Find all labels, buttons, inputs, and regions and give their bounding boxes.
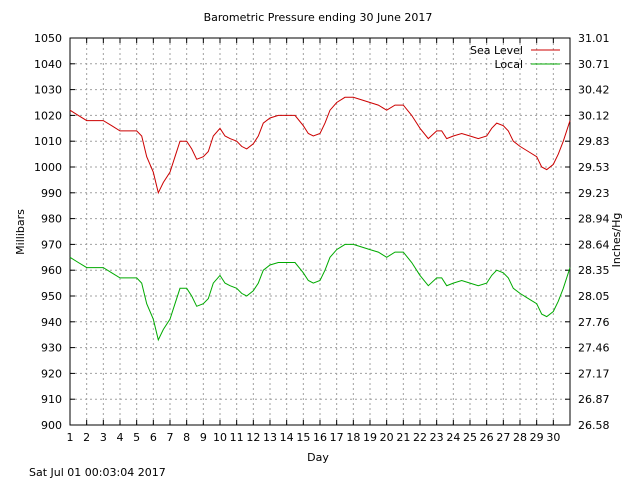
y-tick-label: 1030 [34, 84, 62, 97]
grid [70, 38, 570, 425]
x-tick-labels: 1 2 3 4 5 6 7 8 9 10 11 12 13 14 15 16 17 18 19 20 21 22 23 24 2… [67, 431, 561, 444]
x-tick-label: 5 [133, 431, 140, 444]
series-lines [69, 96, 571, 342]
x-tick-label: 15 [296, 431, 310, 444]
x-tick-label: 27 [496, 431, 510, 444]
x-tick-label: 11 [230, 431, 244, 444]
legend-label: Sea Level [470, 44, 523, 57]
x-tick-label: 17 [330, 431, 344, 444]
y-tick-label: 980 [41, 213, 62, 226]
y-tick-labels: 900 910 920 930 940 950 960 970 980 990 1000 1010 10… [34, 32, 62, 432]
y-tick-label: 900 [41, 419, 62, 432]
x-tick-label: 29 [530, 431, 544, 444]
x-tick-label: 2 [83, 431, 90, 444]
x-tick-label: 16 [313, 431, 327, 444]
x-tick-label: 24 [446, 431, 460, 444]
y2-tick-label: 29.83 [578, 135, 610, 148]
x-tick-label: 1 [67, 431, 74, 444]
y2-tick-label: 29.23 [578, 187, 610, 200]
chart-title: Barometric Pressure ending 30 June 2017 [204, 11, 433, 24]
x-tick-label: 7 [167, 431, 174, 444]
y2-tick-label: 28.35 [578, 264, 610, 277]
x-tick-label: 3 [100, 431, 107, 444]
y2-tick-label: 27.17 [578, 367, 610, 380]
y2-tick-label: 30.71 [578, 58, 610, 71]
y2-tick-label: 28.94 [578, 213, 610, 226]
legend-label: Local [494, 58, 523, 71]
x-tick-label: 12 [246, 431, 260, 444]
x-tick-label: 26 [480, 431, 494, 444]
y-tick-label: 1020 [34, 109, 62, 122]
y-tick-label: 920 [41, 367, 62, 380]
y-tick-label: 1010 [34, 135, 62, 148]
y2-tick-label: 26.87 [578, 393, 610, 406]
x-tick-label: 10 [213, 431, 227, 444]
y-tick-label: 940 [41, 316, 62, 329]
x-tick-label: 30 [546, 431, 560, 444]
x-tick-label: 13 [263, 431, 277, 444]
y-tick-label: 1000 [34, 161, 62, 174]
plot-frame [69, 37, 571, 426]
y2-tick-label: 28.64 [578, 238, 610, 251]
series-line-local [69, 243, 571, 342]
x-tick-label: 20 [380, 431, 394, 444]
x-tick-label: 8 [183, 431, 190, 444]
x-tick-label: 28 [513, 431, 527, 444]
y-tick-label: 910 [41, 393, 62, 406]
axis-ticks [69, 37, 570, 426]
y2-tick-labels: 26.58 26.87 27.17 27.46 27.76 28.05 28.35 28.64… [578, 32, 610, 432]
x-axis-label: Day [307, 451, 329, 464]
x-tick-label: 19 [363, 431, 377, 444]
y-tick-label: 1050 [34, 32, 62, 45]
y-tick-label: 960 [41, 264, 62, 277]
y-tick-label: 930 [41, 342, 62, 355]
y-tick-label: 950 [41, 290, 62, 303]
x-tick-label: 22 [413, 431, 427, 444]
y2-tick-label: 29.53 [578, 161, 610, 174]
y2-tick-label: 27.46 [578, 342, 610, 355]
x-tick-label: 6 [150, 431, 157, 444]
x-tick-label: 25 [463, 431, 477, 444]
y2-tick-label: 31.01 [578, 32, 610, 45]
y-tick-label: 1040 [34, 58, 62, 71]
y2-axis-label: Inches/Hg [610, 213, 623, 268]
y2-tick-label: 28.05 [578, 290, 610, 303]
x-tick-label: 9 [200, 431, 207, 444]
x-tick-label: 23 [430, 431, 444, 444]
x-tick-label: 18 [346, 431, 360, 444]
x-tick-label: 4 [117, 431, 124, 444]
x-tick-label: 14 [280, 431, 294, 444]
y2-tick-label: 26.58 [578, 419, 610, 432]
x-tick-label: 21 [396, 431, 410, 444]
series-line-sea-level [69, 96, 571, 195]
y-tick-label: 990 [41, 187, 62, 200]
y2-tick-label: 30.12 [578, 109, 610, 122]
y2-tick-label: 27.76 [578, 316, 610, 329]
footer-timestamp: Sat Jul 01 00:03:04 2017 [29, 466, 166, 479]
y-tick-label: 970 [41, 238, 62, 251]
y-axis-label: Millibars [14, 209, 27, 255]
y2-tick-label: 30.42 [578, 84, 610, 97]
